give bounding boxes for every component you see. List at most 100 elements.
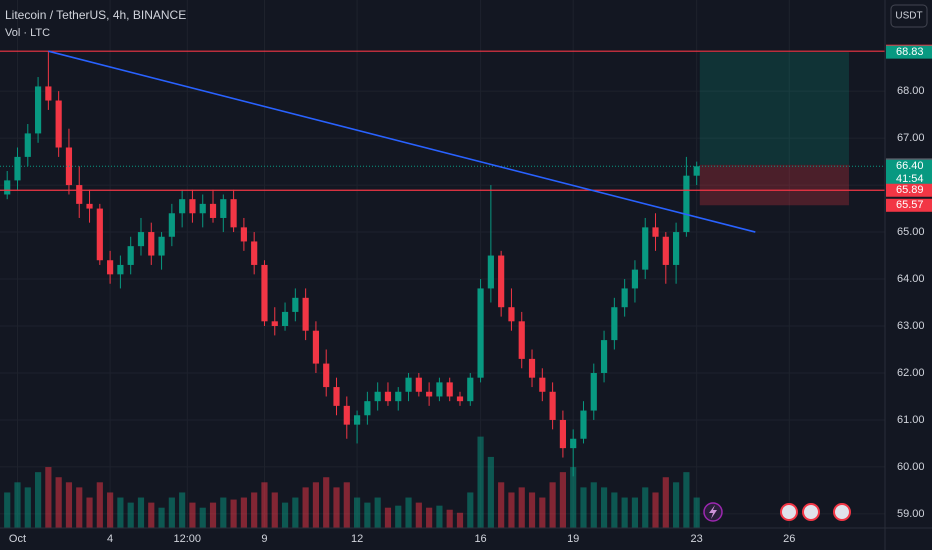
volume-bar — [528, 492, 536, 528]
volume-bar — [354, 497, 361, 528]
volume-bar — [611, 492, 618, 528]
volume-bar — [148, 502, 155, 528]
candle-body — [600, 340, 608, 373]
volume-bar — [168, 497, 175, 528]
volume-bar — [107, 492, 114, 528]
currency-button[interactable] — [890, 4, 928, 28]
volume-bar — [261, 482, 268, 528]
candle-body — [405, 377, 412, 392]
candle-body — [354, 415, 361, 425]
volume-bar — [55, 477, 62, 528]
candle-body — [86, 203, 93, 209]
volume-bar — [199, 507, 206, 528]
candle-body — [693, 166, 700, 176]
candle-body — [240, 227, 247, 242]
candle-body — [45, 86, 52, 101]
candle-body — [477, 288, 484, 378]
candle-body — [24, 133, 31, 157]
price-label-box — [886, 198, 932, 212]
candle-body — [549, 391, 556, 420]
x-tick-label: 26 — [783, 533, 795, 545]
x-tick-label: 19 — [567, 533, 579, 545]
volume-bar — [179, 492, 186, 528]
candle-body — [271, 321, 278, 327]
volume-bar — [590, 482, 597, 528]
volume-bar — [446, 509, 453, 528]
x-tick-label: 23 — [691, 533, 703, 545]
candle-body — [117, 264, 124, 275]
candle-body — [467, 377, 474, 402]
volume-bar — [467, 492, 474, 528]
candle-body — [673, 232, 680, 265]
volume-bar — [436, 505, 443, 528]
candle-body — [621, 288, 628, 308]
volume-bar — [395, 505, 402, 528]
volume-bar — [333, 487, 340, 528]
volume-bar — [549, 482, 556, 528]
candle-body — [168, 213, 175, 237]
price-label: 65.57 — [896, 199, 924, 211]
volume-bar — [271, 492, 278, 528]
candle-body — [343, 405, 350, 425]
volume-bar — [508, 492, 515, 528]
candle-body — [55, 100, 62, 148]
position-stop-zone — [699, 164, 849, 206]
volume-bar — [189, 502, 196, 528]
candle-body — [683, 175, 690, 233]
candle-body — [333, 387, 340, 406]
volume-bar — [292, 497, 299, 528]
candle-body — [395, 391, 402, 402]
candle-body — [662, 236, 669, 265]
plot-area — [0, 0, 885, 528]
volume-bar — [580, 487, 587, 528]
volume-bar — [426, 507, 433, 528]
volume-bar — [456, 512, 464, 528]
candle-body — [292, 297, 299, 312]
currency-label[interactable]: USDT — [895, 11, 922, 22]
candle-body — [189, 199, 196, 214]
y-tick-label: 65.00 — [897, 226, 925, 238]
candle-body — [446, 382, 453, 397]
candle-body — [199, 203, 206, 214]
candle-body — [312, 330, 320, 364]
volume-bar — [240, 497, 247, 528]
volume-bar — [281, 502, 289, 528]
candle-body — [518, 321, 525, 359]
candle-body — [539, 377, 546, 392]
volume-bar — [621, 497, 628, 528]
y-tick-label: 62.00 — [897, 367, 925, 379]
volume-bar — [65, 482, 73, 528]
volume-bar — [96, 482, 103, 528]
volume-bar — [415, 502, 422, 528]
candle-body — [415, 377, 422, 392]
candle-body — [364, 401, 371, 416]
candle-body — [590, 372, 597, 411]
candle-body — [4, 180, 11, 195]
candle-body — [652, 227, 659, 237]
candle-body — [559, 419, 566, 449]
price-label: 68.83 — [896, 46, 924, 58]
volume-bar — [312, 482, 320, 528]
y-tick-label: 63.00 — [897, 320, 925, 332]
volume-bar — [673, 482, 680, 528]
candle-body — [498, 255, 505, 308]
candle-body — [261, 264, 268, 322]
volume-bar — [498, 482, 505, 528]
volume-bar — [477, 436, 484, 528]
candle-body — [14, 156, 21, 181]
event-icons — [703, 502, 851, 522]
candle-body — [209, 203, 217, 218]
candle-body — [631, 269, 639, 289]
candle-body — [76, 185, 83, 204]
volume-bar — [384, 507, 392, 528]
candle-body — [384, 391, 392, 402]
x-tick-label: 16 — [474, 533, 486, 545]
volume-bar — [518, 487, 525, 528]
candle-body — [374, 391, 381, 402]
candle-body — [323, 363, 330, 388]
chart-title: Litecoin / TetherUS, 4h, BINANCE — [5, 8, 186, 22]
volume-bar — [487, 456, 494, 528]
volume-bar — [302, 487, 309, 528]
